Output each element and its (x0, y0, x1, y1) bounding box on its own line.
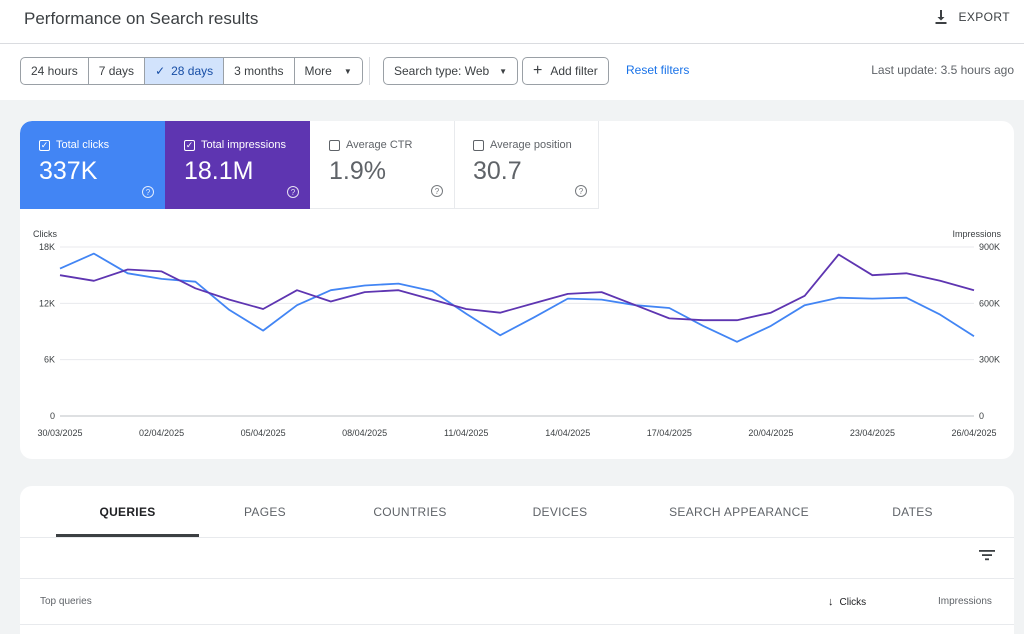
add-filter-label: Add filter (550, 64, 598, 78)
check-icon: ✓ (155, 64, 166, 78)
column-header-clicks-label: Clicks (839, 596, 867, 608)
y-right-tick-label: 600K (979, 298, 1000, 308)
range-3-months[interactable]: 3 months (224, 58, 295, 84)
y-left-tick-label: 6K (44, 355, 55, 365)
metric-label-row: Average CTR (329, 139, 454, 151)
x-tick-label: 30/03/2025 (37, 428, 82, 438)
metric-label-row: ✓ Total clicks (39, 139, 165, 151)
range-28-days[interactable]: ✓ 28 days (145, 58, 225, 84)
range-24-hours[interactable]: 24 hours (21, 58, 89, 84)
export-label: EXPORT (958, 10, 1010, 24)
x-tick-label: 20/04/2025 (748, 428, 793, 438)
range-more-dropdown[interactable]: More ▼ (295, 58, 362, 84)
metric-total-clicks-value: 337K (39, 157, 98, 185)
range-28-days-label: 28 days (171, 64, 214, 78)
left-axis-label: Clicks (33, 229, 57, 239)
caret-down-icon: ▼ (343, 66, 352, 76)
checkbox-checked-icon: ✓ (39, 139, 50, 151)
help-icon[interactable]: ? (575, 185, 587, 197)
checkbox-checked-icon: ✓ (184, 139, 195, 151)
column-header-top-queries: Top queries (40, 596, 92, 607)
help-icon[interactable]: ? (431, 185, 443, 197)
clicks-series-line (59, 252, 975, 343)
range-more-label: More (304, 64, 332, 78)
x-tick-label: 08/04/2025 (342, 428, 387, 438)
x-tick-label: 14/04/2025 (545, 428, 590, 438)
add-filter-button[interactable]: + Add filter (522, 57, 609, 85)
arrow-down-icon: ↓ (828, 596, 834, 608)
plus-icon: + (533, 62, 543, 79)
page-header: Performance on Search results EXPORT (0, 0, 1024, 44)
y-right-tick-label: 300K (979, 355, 1000, 365)
metric-average-position[interactable]: Average position 30.7 ? (454, 121, 599, 209)
filter-toolbar: 24 hours 7 days ✓ 28 days 3 months More ▼ … (0, 44, 1024, 100)
tabs-divider (20, 537, 1014, 538)
checkbox-unchecked-icon (473, 139, 484, 151)
metric-total-clicks-label: Total clicks (56, 139, 110, 151)
performance-chart[interactable]: Clicks Impressions 0 0 6K 300K 12K 600K 18K 900K 3… (20, 121, 1014, 459)
range-7-days-label: 7 days (98, 64, 135, 78)
metric-total-impressions-value: 18.1M (184, 157, 254, 185)
checkbox-unchecked-icon (329, 139, 340, 151)
search-type-dropdown[interactable]: Search type: Web ▼ (383, 57, 519, 85)
export-button[interactable]: EXPORT (933, 9, 1010, 25)
metric-total-impressions-label: Total impressions (201, 139, 286, 151)
toolbar-divider (369, 57, 370, 85)
x-tick-label: 05/04/2025 (241, 428, 286, 438)
download-icon (935, 10, 947, 24)
tab-queries[interactable]: QUERIES (99, 504, 156, 519)
help-icon[interactable]: ? (142, 186, 154, 198)
range-7-days[interactable]: 7 days (89, 58, 146, 84)
column-header-impressions[interactable]: Impressions (938, 596, 992, 607)
tab-countries[interactable]: COUNTRIES (373, 504, 447, 519)
tab-devices[interactable]: DEVICES (532, 504, 588, 519)
performance-card: ✓ Total clicks 337K ? ✓ Total impression… (20, 121, 1014, 459)
filter-list-icon[interactable] (978, 548, 996, 562)
table-divider (20, 578, 1014, 579)
metric-total-clicks[interactable]: ✓ Total clicks 337K ? (20, 121, 165, 209)
x-tick-label: 23/04/2025 (850, 428, 895, 438)
metric-average-position-label: Average position (490, 139, 572, 151)
right-axis-label: Impressions (952, 229, 1001, 239)
metric-label-row: Average position (473, 139, 598, 151)
x-tick-label: 02/04/2025 (139, 428, 184, 438)
y-left-tick-label: 12K (39, 298, 55, 308)
date-range-selector: 24 hours 7 days ✓ 28 days 3 months More ▼ (20, 57, 363, 85)
tab-dates[interactable]: DATES (892, 504, 933, 519)
range-24-hours-label: 24 hours (31, 64, 78, 78)
search-type-label: Search type: Web (394, 64, 490, 78)
y-right-tick-label: 900K (979, 242, 1000, 252)
column-header-clicks[interactable]: ↓ Clicks (828, 596, 866, 608)
x-tick-label: 11/04/2025 (444, 428, 488, 438)
impressions-series-line (59, 253, 975, 322)
metric-average-position-value: 30.7 (473, 157, 522, 185)
metric-average-ctr[interactable]: Average CTR 1.9% ? (310, 121, 455, 209)
active-tab-indicator (56, 534, 199, 537)
x-tick-label: 17/04/2025 (647, 428, 692, 438)
tab-search-appearance[interactable]: SEARCH APPEARANCE (669, 504, 809, 519)
metric-label-row: ✓ Total impressions (184, 139, 310, 151)
help-icon[interactable]: ? (287, 186, 299, 198)
table-row-divider (20, 624, 1014, 625)
page-title: Performance on Search results (24, 9, 259, 28)
caret-down-icon: ▼ (499, 66, 508, 76)
metric-average-ctr-label: Average CTR (346, 139, 413, 151)
y-right-tick-label: 0 (979, 411, 984, 421)
last-update-text: Last update: 3.5 hours ago (871, 63, 1014, 77)
reset-filters-link[interactable]: Reset filters (626, 63, 690, 77)
tab-pages[interactable]: PAGES (244, 504, 286, 519)
x-tick-label: 26/04/2025 (951, 428, 996, 438)
metric-average-ctr-value: 1.9% (329, 157, 386, 185)
queries-table-card: QUERIES PAGES COUNTRIES DEVICES SEARCH A… (20, 486, 1014, 634)
y-left-tick-label: 18K (39, 242, 55, 252)
y-left-tick-label: 0 (50, 411, 55, 421)
range-3-months-label: 3 months (234, 64, 284, 78)
metric-total-impressions[interactable]: ✓ Total impressions 18.1M ? (165, 121, 310, 209)
